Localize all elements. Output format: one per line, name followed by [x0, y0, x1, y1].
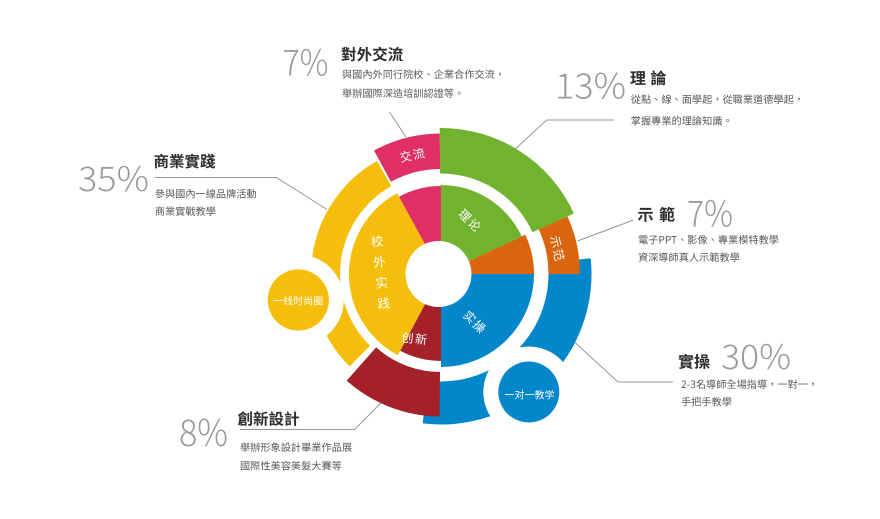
- svg-text:7%: 7%: [283, 35, 329, 87]
- svg-text:8%: 8%: [179, 403, 228, 457]
- svg-text:商業實踐: 商業實踐: [154, 150, 217, 172]
- svg-text:7%: 7%: [687, 186, 733, 238]
- svg-text:示範: 示範: [638, 202, 681, 226]
- svg-text:創新設計: 創新設計: [238, 408, 300, 430]
- svg-text:手把手教學: 手把手教學: [681, 394, 732, 409]
- svg-text:理論: 理論: [630, 65, 671, 89]
- svg-text:參與國內一線品牌活動: 參與國內一線品牌活動: [155, 185, 257, 200]
- svg-text:一对一教学: 一对一教学: [505, 387, 555, 402]
- svg-text:商業實戰教學: 商業實戰教學: [155, 203, 216, 218]
- svg-text:2-3名導師全場指導，一對一，: 2-3名導師全場指導，一對一，: [681, 376, 818, 391]
- svg-text:13%: 13%: [555, 59, 626, 110]
- svg-text:一线时尚圈: 一线时尚圈: [273, 293, 323, 308]
- svg-text:外: 外: [372, 251, 387, 271]
- svg-text:資深導師真人示範教學: 資深導師真人示範教學: [638, 249, 740, 264]
- svg-text:创新: 创新: [401, 329, 430, 349]
- svg-text:舉辦形象設計畢業作品展: 舉辦形象設計畢業作品展: [240, 439, 352, 454]
- svg-text:舉辦國際深造培訓認證等。: 舉辦國際深造培訓認證等。: [342, 85, 464, 100]
- svg-text:30%: 30%: [721, 330, 791, 379]
- svg-text:校: 校: [370, 230, 385, 250]
- svg-text:实: 实: [374, 272, 388, 292]
- svg-text:對外交流: 對外交流: [341, 43, 404, 65]
- svg-text:國際性美容美髮大賽等: 國際性美容美髮大賽等: [240, 458, 342, 473]
- svg-text:與國內外同行院校、企業合作交流，: 與國內外同行院校、企業合作交流，: [342, 66, 505, 81]
- svg-text:示范: 示范: [546, 234, 569, 264]
- svg-text:實操: 實操: [678, 349, 710, 373]
- svg-text:35%: 35%: [78, 152, 149, 201]
- svg-text:掌握專業的理論知識。: 掌握專業的理論知識。: [631, 113, 733, 128]
- svg-text:電子PPT、影像、專業模特教學: 電子PPT、影像、專業模特教學: [638, 231, 779, 246]
- svg-text:践: 践: [376, 292, 391, 312]
- svg-text:交流: 交流: [398, 144, 428, 166]
- svg-text:從點、線、面學起，從職業道德學起，: 從點、線、面學起，從職業道德學起，: [631, 91, 804, 106]
